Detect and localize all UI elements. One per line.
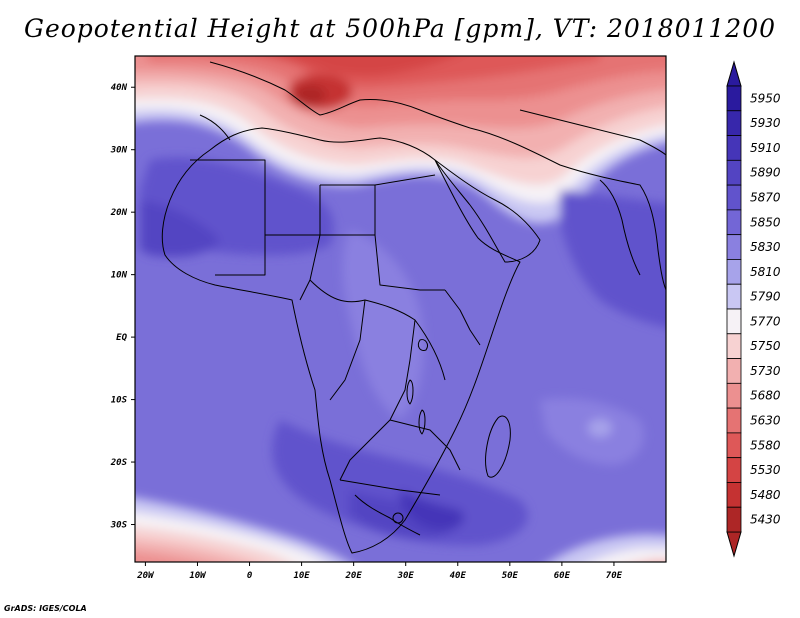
y-tick-label: 10S bbox=[111, 396, 128, 406]
colorbar: 5950 5930 5910 5890 5870 5850 5830 5810 5790 5770… bbox=[726, 60, 781, 558]
colorbar-label: 5750 bbox=[750, 339, 781, 353]
colorbar-label: 5790 bbox=[750, 290, 781, 304]
height-field bbox=[135, 56, 666, 562]
colorbar-label: 5850 bbox=[750, 215, 781, 229]
colorbar-label: 5730 bbox=[750, 364, 781, 378]
colorbar-label: 5830 bbox=[750, 240, 781, 254]
x-tick-label: 40E bbox=[450, 571, 467, 581]
colorbar-swatch bbox=[726, 234, 742, 260]
colorbar-swatch bbox=[726, 333, 742, 359]
colorbar-swatch bbox=[726, 407, 742, 434]
coastlines-and-borders bbox=[161, 61, 666, 554]
colorbar-swatch bbox=[726, 382, 742, 409]
x-tick-label: 10E bbox=[293, 571, 310, 581]
y-tick-label: 20N bbox=[110, 208, 128, 218]
grads-credit: GrADS: IGES/COLA bbox=[4, 604, 87, 613]
y-tick-label: 30N bbox=[110, 146, 128, 156]
colorbar-swatch bbox=[726, 482, 742, 508]
plot-frame bbox=[134, 55, 667, 563]
colorbar-label: 5870 bbox=[750, 191, 781, 205]
colorbar-label: 5950 bbox=[750, 91, 781, 105]
colorbar-label: 5680 bbox=[750, 389, 781, 403]
x-tick-label: 10W bbox=[189, 571, 207, 581]
colorbar-swatch bbox=[726, 110, 742, 136]
colorbar-label: 5430 bbox=[750, 513, 781, 527]
y-tick-label: 40N bbox=[111, 83, 128, 93]
colorbar-swatch bbox=[726, 259, 742, 285]
colorbar-swatch bbox=[726, 308, 742, 335]
y-tick-label: 20S bbox=[110, 458, 128, 468]
x-axis-ticks: 20W 10W 0 10E 20E 30E 40E 50E 60E 70E bbox=[136, 562, 623, 581]
colorbar-swatch bbox=[726, 283, 742, 310]
colorbar-label: 5580 bbox=[750, 438, 781, 452]
colorbar-swatch bbox=[726, 135, 742, 161]
colorbar-label: 5630 bbox=[750, 414, 781, 428]
x-tick-label: 20W bbox=[136, 571, 155, 581]
y-axis-ticks: 40N 30N 20N 10N EQ 10S 20S 30S bbox=[110, 83, 135, 531]
x-tick-label: 0 bbox=[247, 571, 253, 581]
colorbar-label: 5930 bbox=[750, 116, 781, 130]
colorbar-label: 5480 bbox=[750, 488, 781, 502]
colorbar-label: 5810 bbox=[750, 265, 781, 279]
y-tick-label: EQ bbox=[116, 333, 127, 343]
colorbar-swatch bbox=[726, 159, 742, 186]
x-tick-label: 60E bbox=[554, 571, 571, 581]
colorbar-label: 5770 bbox=[750, 314, 781, 328]
colorbar-swatch bbox=[726, 457, 742, 483]
colorbar-label: 5890 bbox=[750, 166, 781, 180]
colorbar-label: 5910 bbox=[750, 141, 781, 155]
colorbar-swatch bbox=[726, 85, 742, 112]
chart-title: Geopotential Height at 500hPa [gpm], VT:… bbox=[23, 14, 777, 43]
x-tick-label: 30E bbox=[397, 571, 415, 581]
colorbar-swatch bbox=[726, 209, 742, 236]
x-tick-label: 70E bbox=[606, 571, 623, 581]
colorbar-top-arrow bbox=[726, 60, 742, 87]
colorbar-swatch bbox=[726, 506, 742, 533]
y-tick-label: 10N bbox=[111, 271, 128, 281]
colorbar-bottom-arrow bbox=[726, 531, 742, 558]
y-tick-label: 30S bbox=[110, 521, 128, 531]
colorbar-swatch bbox=[726, 432, 742, 459]
colorbar-swatch bbox=[726, 358, 742, 384]
x-tick-label: 20E bbox=[345, 571, 363, 581]
colorbar-swatch bbox=[726, 184, 742, 211]
x-tick-label: 50E bbox=[502, 571, 519, 581]
colorbar-label: 5530 bbox=[750, 463, 781, 477]
